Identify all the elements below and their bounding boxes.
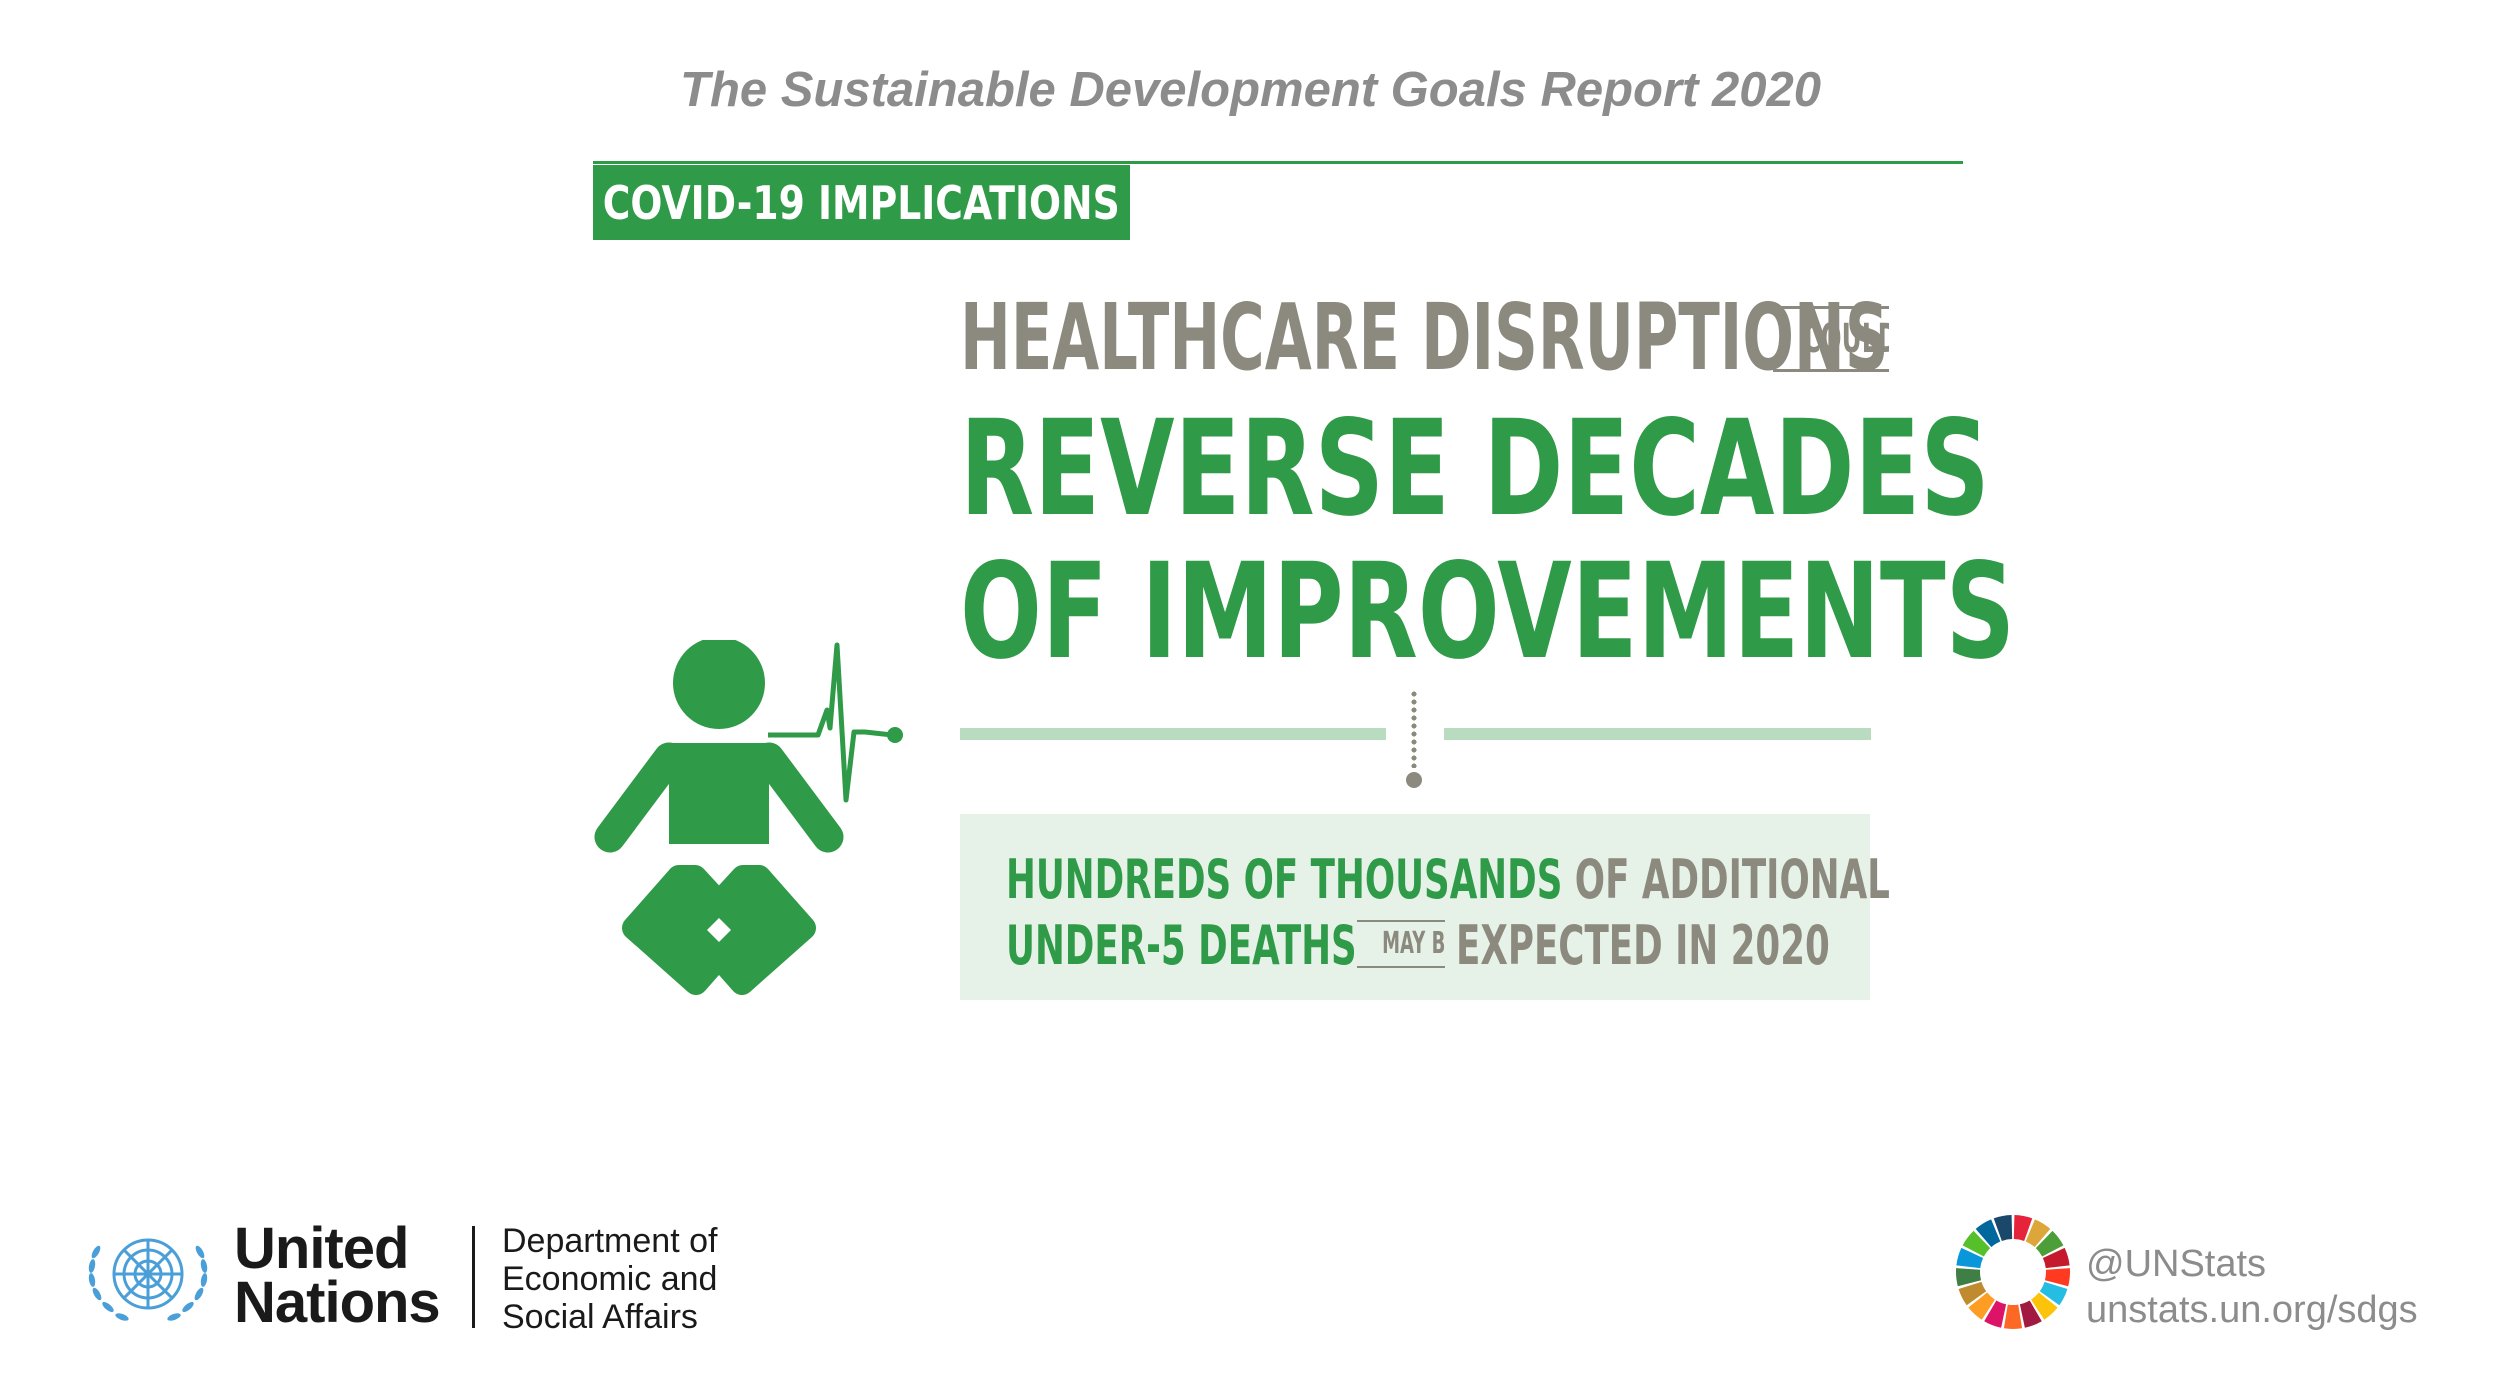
- sdg-wheel-segment: [2003, 1304, 2023, 1329]
- sdg-wheel-segment: [2039, 1281, 2068, 1306]
- sdg-wheel-segment: [1956, 1247, 1984, 1269]
- sdg-wheel-segment: [1968, 1292, 1995, 1320]
- unstats-handle: @UNStats: [2086, 1243, 2267, 1285]
- un-name: United Nations: [234, 1216, 441, 1335]
- sdg-wheel-segment: [2019, 1300, 2042, 1328]
- sdg-wheel-segment: [1958, 1281, 1987, 1306]
- report-title: The Sustainable Development Goals Report…: [680, 63, 1821, 117]
- header-rule: [593, 161, 1963, 164]
- sdg-wheel-segment: [2044, 1268, 2070, 1287]
- sdg-wheel-icon: [1956, 1215, 2070, 1329]
- sdg-wheel-segment: [1984, 1300, 2007, 1328]
- sdg-wheel-segment: [2042, 1247, 2070, 1269]
- info-box: [960, 814, 1870, 1000]
- info-row2: UNDER-5 DEATHS: [1006, 914, 1357, 977]
- desa-name: Department of Economic and Social Affair…: [502, 1222, 718, 1336]
- covid-tag-label: COVID-19 IMPLICATIONS: [602, 175, 1121, 230]
- un-emblem-icon: [88, 1238, 208, 1321]
- sdg-wheel-segment: [1956, 1268, 1982, 1287]
- sdg-wheel-segment: [2031, 1292, 2058, 1320]
- divider-left: [960, 728, 1386, 740]
- divider-right: [1444, 728, 1871, 740]
- headline-line1: HEALTHCARE DISRUPTIONS: [960, 284, 1889, 391]
- info-may-be: MAY BE: [1357, 920, 1445, 968]
- sdg-wheel-segment: [1975, 1219, 2001, 1248]
- info-row2-end: EXPECTED IN 2020: [1456, 914, 1830, 977]
- sdg-wheel-segment: [2025, 1219, 2051, 1248]
- connector-end-dot: [1406, 772, 1422, 788]
- headline-line2: REVERSE DECADES: [960, 392, 1990, 546]
- sdg-wheel-segment: [1993, 1215, 2013, 1241]
- sdg-wheel-segment: [2035, 1230, 2064, 1257]
- covid-tag: COVID-19 IMPLICATIONS: [593, 165, 1130, 240]
- baby-icon: [594, 640, 903, 995]
- headline-could: COULD: [1773, 306, 1889, 372]
- dotted-connector: [1410, 690, 1418, 768]
- heartbeat-line-icon: [768, 642, 903, 803]
- sdg-wheel-segment: [1962, 1230, 1991, 1257]
- sdg-wheel-segment: [2013, 1215, 2033, 1241]
- headline-line3: OF IMPROVEMENTS: [960, 535, 2016, 689]
- unstats-url: unstats.un.org/sdgs: [2086, 1289, 2418, 1331]
- info-row1: HUNDREDS OF THOUSANDS OF ADDITIONAL: [1006, 848, 1890, 911]
- un-separator: [472, 1226, 475, 1328]
